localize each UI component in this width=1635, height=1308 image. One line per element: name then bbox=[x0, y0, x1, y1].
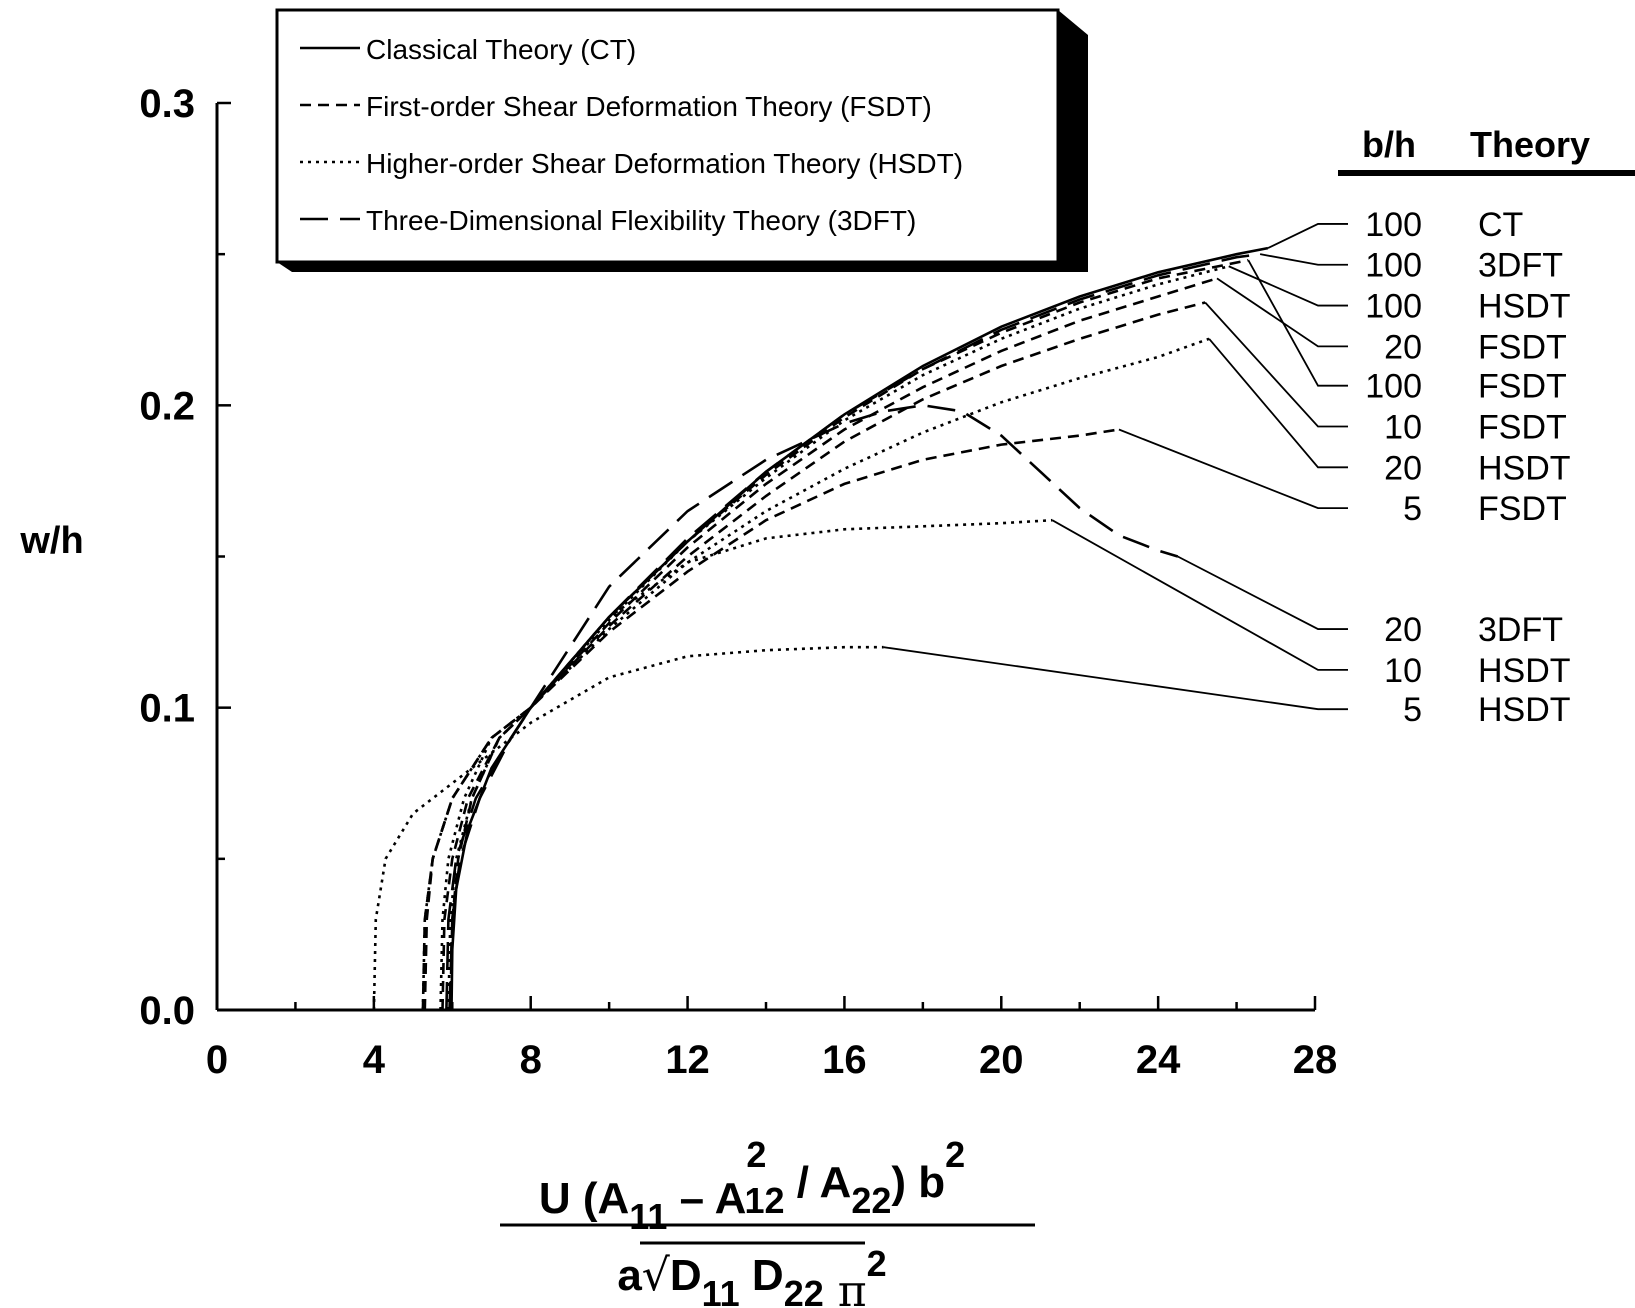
x-label-part: D bbox=[740, 1251, 784, 1300]
annotation-theory: FSDT bbox=[1478, 408, 1567, 446]
axis-tick-labels: 0 4 8 12 16 20 24 28 0.0 0.1 0.2 0.3 bbox=[139, 82, 1337, 1082]
x-label-part: a bbox=[617, 1251, 642, 1300]
leader-line bbox=[1118, 428, 1348, 510]
x-label-part: π bbox=[838, 1266, 867, 1308]
annotation-theory: FSDT bbox=[1478, 490, 1567, 528]
curve-10-hsdt bbox=[421, 518, 1053, 1011]
annotation-bh: 5 bbox=[1403, 490, 1422, 528]
x-label-denominator: a√D11 D22 π2 bbox=[617, 1243, 886, 1308]
legend-label: Higher-order Shear Deformation Theory (H… bbox=[366, 148, 963, 179]
y-tick-label: 0.0 bbox=[139, 989, 195, 1033]
x-tick-label: 8 bbox=[520, 1038, 542, 1082]
leader-line bbox=[1247, 259, 1348, 387]
leader-line bbox=[1259, 253, 1348, 266]
annotation-theory: FSDT bbox=[1478, 328, 1567, 366]
x-tick-label: 12 bbox=[665, 1038, 710, 1082]
curve-20-3dft bbox=[445, 403, 1179, 1011]
y-axis-label: w/h bbox=[19, 520, 83, 562]
annotation-bh: 100 bbox=[1365, 288, 1422, 326]
annotation-theory: HSDT bbox=[1478, 652, 1571, 690]
curve-100-hsdt bbox=[447, 265, 1230, 1011]
x-label-part: 2 bbox=[746, 1134, 766, 1175]
x-axis-label: U (A11 – A2 12 / A22) b2 a√D11 D22 π2 bbox=[500, 1134, 1035, 1308]
annotation-theory: HSDT bbox=[1478, 288, 1571, 326]
x-label-part: 2 bbox=[945, 1134, 965, 1175]
x-label-part: 12 bbox=[744, 1180, 784, 1221]
leader-line bbox=[1267, 223, 1348, 249]
curve-100-ct bbox=[450, 246, 1269, 1011]
x-label-part: – A bbox=[667, 1174, 746, 1223]
x-label-part: / A bbox=[784, 1158, 851, 1207]
y-tick-label: 0.1 bbox=[139, 687, 195, 731]
leader-line bbox=[1051, 519, 1348, 671]
curve-20-hsdt bbox=[439, 337, 1210, 1011]
leader-line bbox=[1204, 301, 1348, 428]
annotation-bh: 100 bbox=[1365, 206, 1422, 244]
x-tick-label: 20 bbox=[979, 1038, 1024, 1082]
annotation-header: b/h Theory bbox=[1338, 124, 1635, 176]
annotation-theory: HSDT bbox=[1478, 449, 1571, 487]
leader-line bbox=[883, 646, 1348, 711]
header-theory: Theory bbox=[1470, 124, 1590, 165]
legend-box bbox=[275, 8, 1060, 264]
annotation-bh: 100 bbox=[1365, 247, 1422, 285]
leader-line bbox=[1177, 555, 1348, 630]
y-tick-label: 0.2 bbox=[139, 384, 195, 428]
curve-5-hsdt bbox=[372, 645, 884, 1011]
x-label-part: ) b bbox=[891, 1158, 945, 1207]
curves bbox=[372, 246, 1269, 1011]
legend-label: Three-Dimensional Flexibility Theory (3D… bbox=[366, 205, 916, 236]
curve-10-fsdt bbox=[423, 301, 1206, 1011]
annotation-theory: 3DFT bbox=[1478, 611, 1563, 649]
x-label-numerator: U (A11 – A2 12 / A22) b2 bbox=[539, 1134, 965, 1237]
curve-20-fsdt bbox=[441, 277, 1218, 1011]
curve-100-3dft bbox=[448, 252, 1261, 1011]
annotation-bh: 10 bbox=[1384, 652, 1422, 690]
annotation-theory: CT bbox=[1478, 206, 1523, 244]
curve-100-fsdt bbox=[449, 258, 1249, 1011]
x-label-part: 11 bbox=[629, 1196, 667, 1237]
x-label-part: 22 bbox=[851, 1180, 891, 1221]
leader-line bbox=[1216, 277, 1348, 348]
annotations: 100 CT 100 3DFT 100 HSDT 20 FSDT 100 FSDT 10 FSDT 20… bbox=[1365, 206, 1570, 729]
annotation-theory: HSDT bbox=[1478, 691, 1571, 729]
x-tick-label: 0 bbox=[206, 1038, 228, 1082]
annotation-bh: 5 bbox=[1403, 691, 1422, 729]
leader-line bbox=[1208, 338, 1348, 469]
x-label-part: 2 bbox=[867, 1243, 887, 1284]
legend-label: First-order Shear Deformation Theory (FS… bbox=[366, 91, 932, 122]
sqrt-sign-icon: √ bbox=[642, 1250, 671, 1301]
x-label-part: 11 bbox=[702, 1273, 740, 1308]
annotation-theory: FSDT bbox=[1478, 368, 1567, 406]
annotation-theory: 3DFT bbox=[1478, 247, 1563, 285]
annotation-bh: 20 bbox=[1384, 449, 1422, 487]
x-tick-label: 24 bbox=[1136, 1038, 1181, 1082]
x-label-part: D bbox=[670, 1251, 702, 1300]
annotation-bh: 20 bbox=[1384, 328, 1422, 366]
annotation-bh: 20 bbox=[1384, 611, 1422, 649]
legend: Classical Theory (CT) First-order Shear D… bbox=[275, 8, 1088, 272]
x-tick-label: 28 bbox=[1293, 1038, 1338, 1082]
y-tick-label: 0.3 bbox=[139, 82, 195, 126]
curve-5-fsdt bbox=[421, 428, 1120, 1011]
legend-label: Classical Theory (CT) bbox=[366, 34, 636, 65]
x-label-part: 22 bbox=[784, 1273, 824, 1308]
x-tick-label: 4 bbox=[363, 1038, 386, 1082]
annotation-bh: 100 bbox=[1365, 368, 1422, 406]
annotation-bh: 10 bbox=[1384, 408, 1422, 446]
x-label-part: U (A bbox=[539, 1174, 629, 1223]
leader-lines bbox=[883, 223, 1348, 711]
leader-line bbox=[1228, 265, 1348, 307]
header-bh: b/h bbox=[1362, 124, 1416, 165]
x-tick-label: 16 bbox=[822, 1038, 867, 1082]
